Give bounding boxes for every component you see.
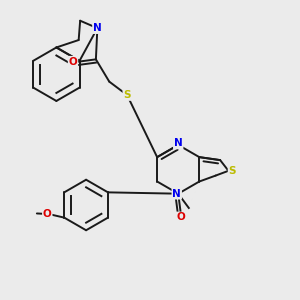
- Text: O: O: [43, 209, 52, 219]
- Text: S: S: [123, 90, 131, 100]
- Text: N: N: [93, 23, 102, 33]
- Text: O: O: [69, 57, 77, 67]
- Text: S: S: [229, 166, 236, 176]
- Text: N: N: [174, 139, 183, 148]
- Text: N: N: [172, 189, 181, 199]
- Text: O: O: [176, 212, 185, 223]
